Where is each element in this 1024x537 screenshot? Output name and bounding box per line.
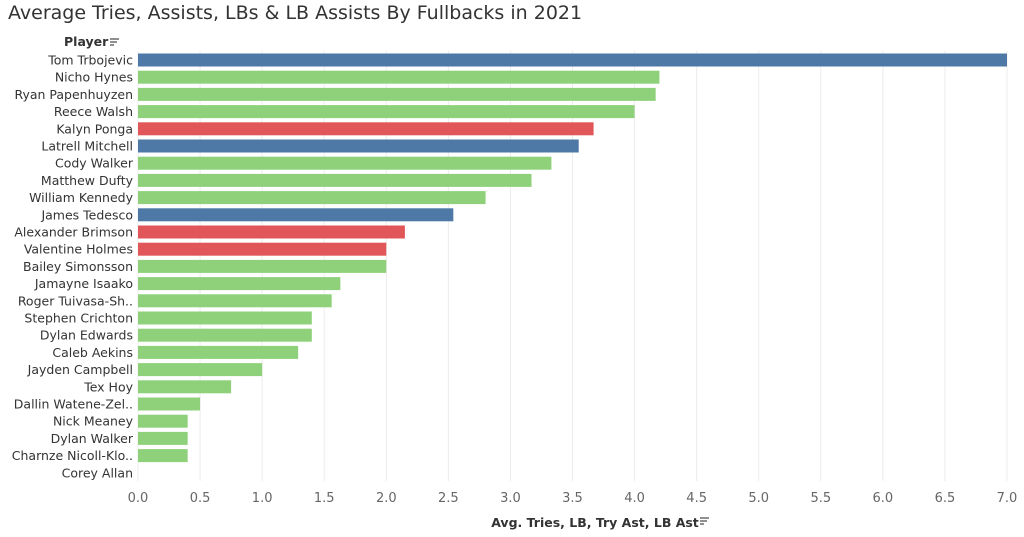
bar[interactable]: [138, 431, 188, 445]
bar[interactable]: [138, 122, 594, 136]
category-label: Charnze Nicoll-Klo..: [12, 448, 133, 463]
category-label: Tex Hoy: [83, 379, 133, 394]
category-label: Tom Trbojevic: [47, 53, 133, 68]
x-tick-label: 1.0: [252, 491, 273, 506]
category-labels: Tom Trbojevic Nicho Hynes Ryan Papenhuyzen…: [12, 53, 134, 481]
bar[interactable]: [138, 380, 232, 394]
row-header-sort-icon[interactable]: [110, 38, 119, 46]
x-tick-label: 3.5: [562, 491, 583, 506]
x-tick-label: 1.5: [314, 491, 335, 506]
bar[interactable]: [138, 191, 486, 205]
x-tick-label: 0.0: [128, 491, 149, 506]
bar[interactable]: [138, 208, 454, 222]
category-label: Kalyn Ponga: [56, 121, 133, 136]
category-label: Nicho Hynes: [55, 70, 133, 85]
x-tick-label: 2.5: [438, 491, 459, 506]
bar[interactable]: [138, 70, 660, 84]
bar[interactable]: [138, 173, 532, 187]
category-label: Dylan Walker: [51, 431, 134, 446]
category-label: Corey Allan: [62, 465, 133, 480]
category-label: Dylan Edwards: [40, 328, 133, 343]
x-tick-label: 4.0: [624, 491, 645, 506]
x-tick-label: 6.0: [873, 491, 894, 506]
category-label: Matthew Dufty: [41, 173, 134, 188]
bars: [138, 53, 1007, 463]
x-tick-label: 7.0: [997, 491, 1018, 506]
bar[interactable]: [138, 259, 387, 273]
x-tick-label: 4.5: [686, 491, 707, 506]
x-tick-label: 2.0: [376, 491, 397, 506]
bar[interactable]: [138, 449, 188, 463]
bar[interactable]: [138, 105, 635, 119]
category-label: Latrell Mitchell: [41, 139, 133, 154]
category-label: Jamayne Isaako: [34, 276, 133, 291]
bar[interactable]: [138, 277, 341, 291]
x-axis-sort-icon[interactable]: [700, 517, 709, 525]
category-label: Caleb Aekins: [52, 345, 133, 360]
category-label: Valentine Holmes: [24, 242, 133, 257]
x-tick-label: 5.0: [748, 491, 769, 506]
x-axis-label[interactable]: Avg. Tries, LB, Try Ast, LB Ast: [491, 515, 699, 530]
bar[interactable]: [138, 225, 405, 239]
bar[interactable]: [138, 156, 552, 170]
category-label: Nick Meaney: [53, 414, 134, 429]
row-header[interactable]: Player: [64, 34, 109, 49]
bar[interactable]: [138, 294, 332, 308]
category-label: Bailey Simonsson: [23, 259, 133, 274]
category-label: James Tedesco: [40, 207, 133, 222]
category-label: Stephen Crichton: [24, 311, 133, 326]
bar[interactable]: [138, 397, 201, 411]
bar[interactable]: [138, 311, 312, 325]
category-label: Alexander Brimson: [14, 225, 133, 240]
bar[interactable]: [138, 242, 387, 256]
category-label: William Kennedy: [29, 190, 134, 205]
category-label: Ryan Papenhuyzen: [14, 87, 133, 102]
bar[interactable]: [138, 328, 312, 342]
category-label: Jayden Campbell: [27, 362, 133, 377]
x-axis-ticks: 0.0 0.5 1.0 1.5 2.0 2.5 3.0 3.5 4.0 4.5 5.0 5.5 6.0 6…: [128, 491, 1018, 506]
bar[interactable]: [138, 414, 188, 428]
bar[interactable]: [138, 87, 656, 101]
bar[interactable]: [138, 139, 579, 153]
category-label: Roger Tuivasa-Sh..: [18, 293, 133, 308]
x-tick-label: 5.5: [810, 491, 831, 506]
bar[interactable]: [138, 363, 263, 377]
x-tick-label: 3.0: [500, 491, 521, 506]
category-label: Reece Walsh: [54, 104, 133, 119]
x-tick-label: 6.5: [935, 491, 956, 506]
bar[interactable]: [138, 53, 1007, 67]
x-tick-label: 0.5: [190, 491, 211, 506]
category-label: Cody Walker: [55, 156, 134, 171]
category-label: Dallin Watene-Zel..: [14, 397, 133, 412]
chart-title: Average Tries, Assists, LBs & LB Assists…: [8, 2, 583, 24]
bar[interactable]: [138, 345, 299, 359]
